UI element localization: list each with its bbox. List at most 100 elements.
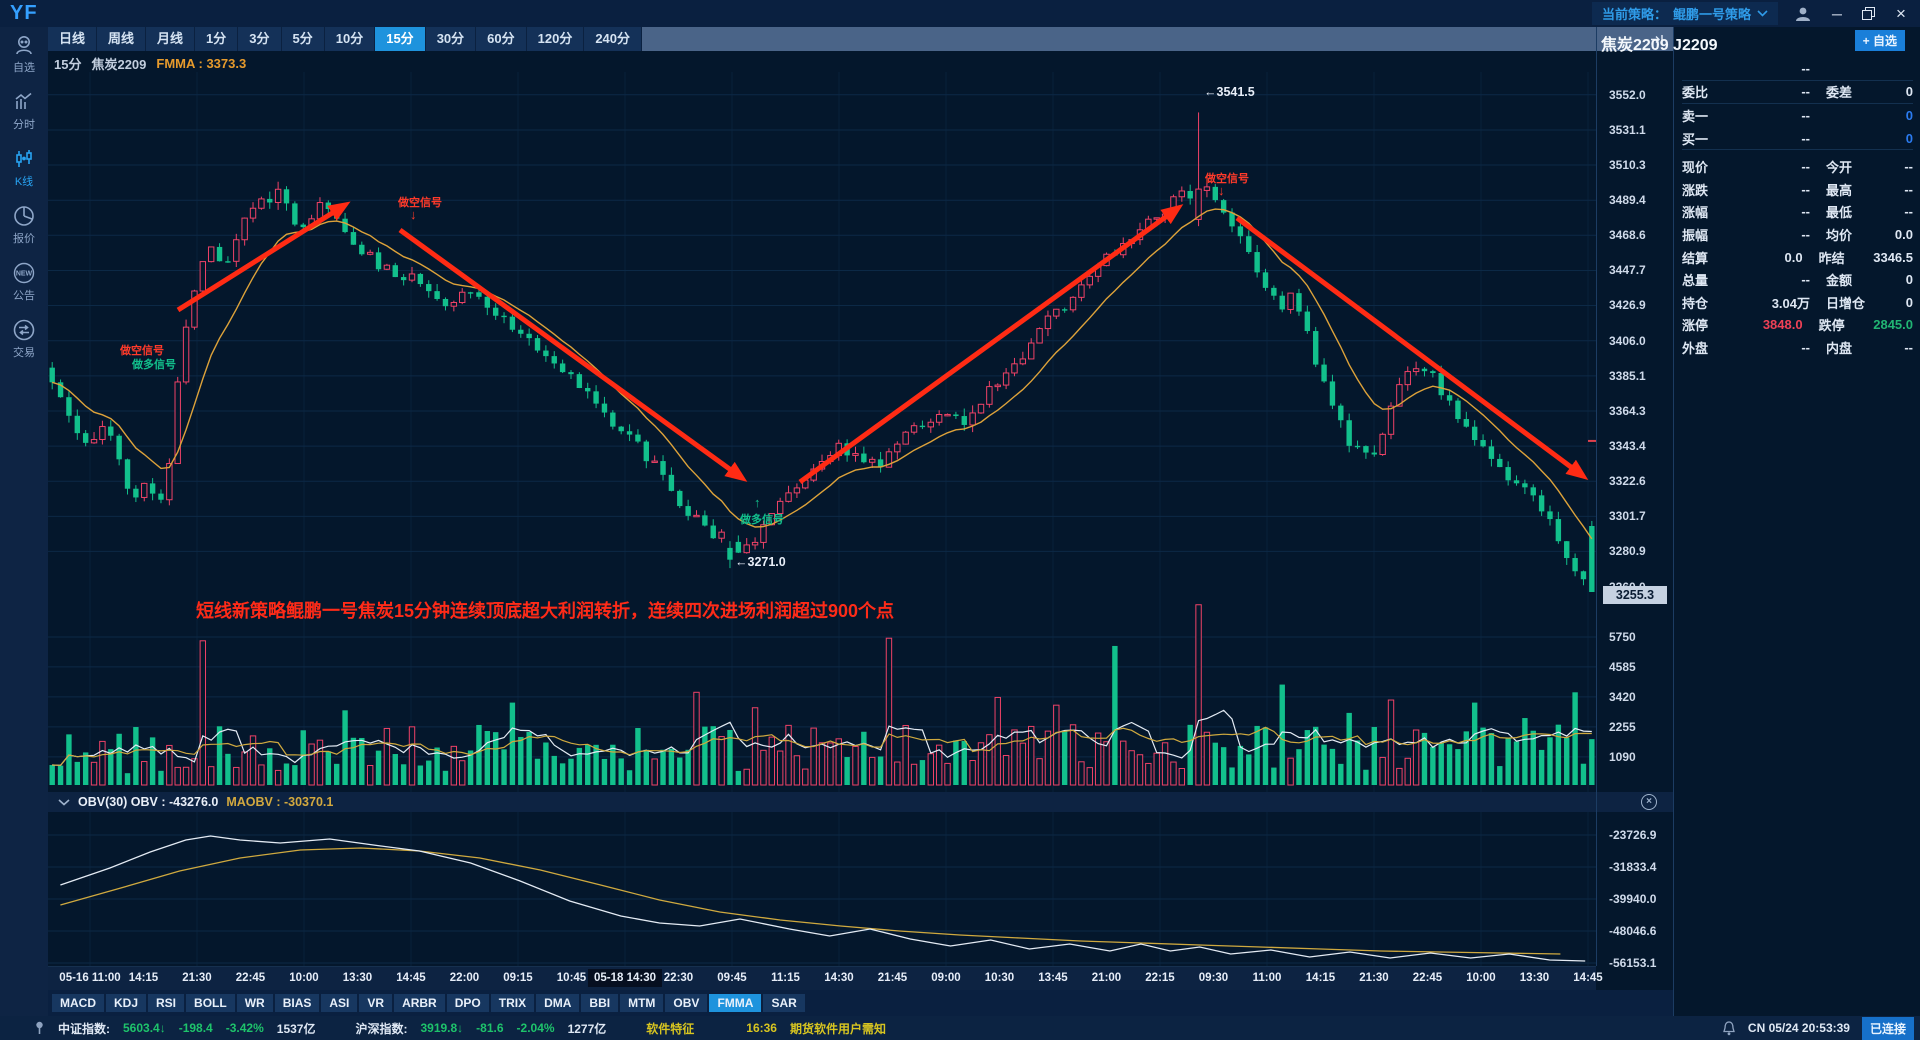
trend-arrow [176, 201, 351, 313]
timeframe-tab-1分[interactable]: 1分 [195, 27, 238, 51]
indicator-tabbar: MACD KDJ RSI BOLL WR BIAS ASI VR ARBR DPO TRIX DMA B… [48, 990, 1673, 1016]
titlebar-controls: 当前策略： 鲲鹏一号策略 ─ × [1591, 2, 1920, 25]
timeframe-tab-240分[interactable]: 240分 [584, 27, 642, 51]
short-signal-label: 做空信号 [1205, 173, 1249, 185]
price-axis-label: 3510.3 [1609, 157, 1646, 172]
volume-axis-label: 2255 [1609, 719, 1636, 734]
time-tick: 14:15 [128, 972, 159, 984]
time-tick: 14:45 [1573, 972, 1603, 984]
quote-row: 卖一 -- 0 [1682, 104, 1913, 127]
collapse-panel-icon[interactable] [1650, 34, 1665, 45]
tabbar-filler [642, 27, 1673, 51]
legend-fmma-value: FMMA : 3373.3 [156, 55, 247, 71]
long-signal-label: 做多信号 [740, 514, 784, 526]
indicator-tab-bias[interactable]: BIAS [274, 994, 320, 1012]
time-axis: 05-16 11:00 14:15 21:30 22:45 10:00 13:30 14:4… [48, 966, 1603, 991]
sidebar-item-news[interactable]: NEW 公告 [11, 261, 37, 303]
price-axis-label: 3468.6 [1609, 228, 1646, 243]
sidebar-item-label: 报价 [13, 233, 35, 245]
time-tick: 13:30 [342, 972, 373, 984]
user-icon[interactable] [1794, 6, 1812, 22]
short-signal-label: 做空信号 [120, 345, 164, 357]
indicator-tab-dpo[interactable]: DPO [446, 994, 489, 1012]
obv-chart-canvas[interactable] [48, 812, 1596, 966]
timeframe-tab-10分[interactable]: 10分 [324, 27, 375, 51]
timeframe-tab-15分[interactable]: 15分 [375, 27, 425, 51]
feature-link[interactable]: 软件特征 [646, 1021, 695, 1036]
obv-axis-label: -23726.9 [1609, 828, 1657, 842]
obv-values: OBV(30) OBV : -43276.0 [78, 795, 219, 809]
restore-button[interactable] [1862, 7, 1876, 20]
indicator-tab-trix[interactable]: TRIX [490, 994, 535, 1012]
quote-row: 涨停 3848.0 跌停 2845.0 [1682, 314, 1913, 337]
minimize-button[interactable]: ─ [1832, 5, 1842, 22]
time-tick: 22:45 [1412, 972, 1443, 984]
user-icon [12, 33, 36, 57]
quote-value: 0 [1905, 107, 1913, 123]
quote-label: 卖一 [1682, 108, 1709, 124]
connection-status-badge[interactable]: 已连接 [1861, 1016, 1914, 1040]
index2-label: 沪深指数: [355, 1021, 408, 1036]
indicator-tab-dma[interactable]: DMA [536, 994, 580, 1012]
timeframe-tab-3分[interactable]: 3分 [238, 27, 281, 51]
bell-icon[interactable] [1722, 1020, 1736, 1036]
signal-down-arrow-icon: ↓ [410, 207, 417, 222]
price-axis-label: 3364.3 [1609, 403, 1646, 418]
indicator-tab-arbr[interactable]: ARBR [394, 994, 445, 1012]
volume-axis-label: 3420 [1609, 689, 1636, 704]
volume-chart-canvas[interactable] [48, 592, 1596, 792]
indicator-tab-fmma[interactable]: FMMA [709, 994, 762, 1012]
indicator-tab-sar[interactable]: SAR [763, 994, 805, 1012]
price-axis-label: 3301.7 [1609, 509, 1646, 524]
timeframe-tab-5分[interactable]: 5分 [281, 27, 324, 51]
quote-row: 买一 -- 0 [1682, 127, 1913, 151]
indicator-tab-kdj[interactable]: KDJ [106, 994, 147, 1012]
price-chart-canvas[interactable] [48, 72, 1596, 592]
chevron-down-icon[interactable] [58, 798, 70, 806]
quote-value: 0.0 [1894, 226, 1913, 242]
obv-indicator-header: OBV(30) OBV : -43276.0 MAOBV : -30370.1 … [48, 792, 1673, 812]
indicator-tab-bbi[interactable]: BBI [581, 994, 619, 1012]
quote-row: 振幅 -- 均价 0.0 [1682, 223, 1913, 246]
intraday-chart-icon [12, 90, 36, 114]
sidebar-item-quotes[interactable]: 报价 [12, 204, 36, 246]
indicator-tab-obv[interactable]: OBV [665, 994, 708, 1012]
time-tick: 14:30 [824, 972, 854, 984]
quote-value: -- [1801, 130, 1810, 146]
indicator-tab-mtm[interactable]: MTM [620, 994, 664, 1012]
strategy-label: 当前策略： [1601, 7, 1667, 22]
quote-panel: 焦炭2209 J2209 + 自选 -- 委比 -- 委差 0 卖一 -- 0 买一 -- 0 现价 -… [1601, 27, 1920, 1016]
add-watchlist-button[interactable]: + 自选 [1854, 30, 1905, 51]
timeframe-tab-周线[interactable]: 周线 [97, 27, 146, 51]
quote-value: 0 [1905, 130, 1913, 146]
timeframe-tab-日线[interactable]: 日线 [48, 27, 97, 51]
close-indicator-icon[interactable]: × [1641, 794, 1657, 810]
sidebar-item-kline[interactable]: K线 [12, 147, 36, 189]
close-button[interactable]: × [1896, 3, 1906, 23]
quote-value: -- [1904, 204, 1913, 220]
pin-icon[interactable] [34, 1021, 45, 1035]
sidebar-item-label: 自选 [13, 62, 35, 74]
quote-value: 0 [1905, 84, 1913, 100]
notice-link[interactable]: 期货软件用户需知 [789, 1021, 886, 1036]
indicator-tab-wr[interactable]: WR [236, 994, 273, 1012]
sidebar-item-intraday[interactable]: 分时 [12, 90, 36, 132]
indicator-tab-vr[interactable]: VR [359, 994, 393, 1012]
quote-row: 外盘 -- 内盘 -- [1682, 336, 1913, 359]
indicator-tab-rsi[interactable]: RSI [148, 994, 185, 1012]
chevron-down-icon [1757, 10, 1768, 17]
indicator-tab-boll[interactable]: BOLL [186, 994, 235, 1012]
indicator-tab-macd[interactable]: MACD [52, 994, 104, 1012]
timeframe-tab-30分[interactable]: 30分 [425, 27, 476, 51]
sidebar-item-trade[interactable]: 交易 [12, 318, 36, 360]
sidebar-item-label: 公告 [13, 290, 35, 302]
timeframe-tab-120分[interactable]: 120分 [526, 27, 584, 51]
quote-label: 最低 [1826, 205, 1853, 221]
indicator-tab-asi[interactable]: ASI [321, 994, 358, 1012]
timeframe-tab-60分[interactable]: 60分 [476, 27, 526, 51]
timeframe-tab-月线[interactable]: 月线 [146, 27, 195, 51]
quote-value: 3848.0 [1762, 317, 1803, 333]
quote-value: -- [1801, 84, 1810, 100]
strategy-selector[interactable]: 当前策略： 鲲鹏一号策略 [1591, 2, 1778, 25]
sidebar-item-watchlist[interactable]: 自选 [12, 33, 36, 75]
